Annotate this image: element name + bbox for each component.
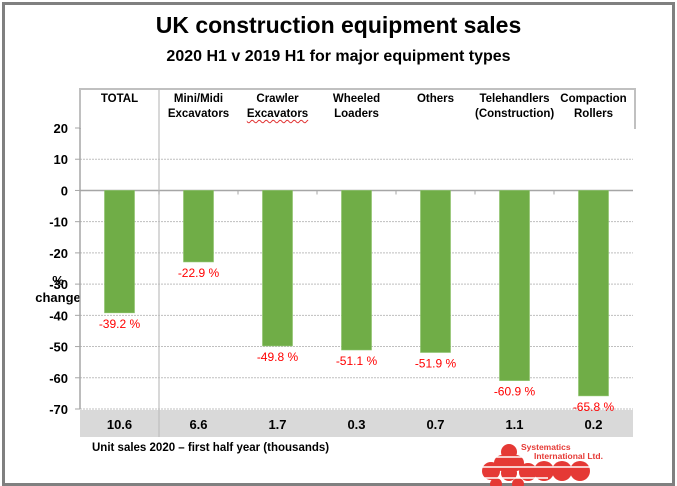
category-header: TOTAL bbox=[80, 92, 159, 107]
bar-6 bbox=[578, 190, 609, 397]
category-line1: Mini/Midi bbox=[173, 93, 224, 105]
bar-0 bbox=[104, 190, 135, 314]
category-header: Wheeled Loaders bbox=[317, 92, 396, 122]
y-tick-label: -50 bbox=[49, 340, 68, 355]
unit-sales-value: 1.7 bbox=[268, 417, 286, 432]
category-header: Crawler Excavators bbox=[238, 92, 317, 122]
data-label: -39.2 % bbox=[99, 317, 141, 331]
category-line1: Wheeled bbox=[332, 93, 381, 105]
y-axis-label-line1: % bbox=[52, 273, 64, 288]
y-tick-label: -40 bbox=[49, 308, 68, 323]
category-header: Compaction Rollers bbox=[554, 92, 633, 122]
category-header-box bbox=[79, 88, 636, 129]
y-tick-label: -20 bbox=[49, 246, 68, 261]
y-tick-label: -10 bbox=[49, 215, 68, 230]
category-line1: TOTAL bbox=[100, 93, 139, 105]
y-tick-label: 0 bbox=[61, 183, 68, 198]
y-tick-label: -70 bbox=[49, 402, 68, 417]
unit-sales-value: 0.7 bbox=[426, 417, 444, 432]
bar-5 bbox=[499, 190, 530, 381]
y-tick-label: -60 bbox=[49, 371, 68, 386]
logo-line1: Systematics bbox=[521, 442, 571, 452]
bar-2 bbox=[262, 190, 293, 347]
data-label: -49.8 % bbox=[257, 350, 299, 364]
y-tick-label: 10 bbox=[54, 152, 68, 167]
footer-note: Unit sales 2020 – first half year (thous… bbox=[92, 442, 330, 454]
bar-4 bbox=[420, 190, 451, 353]
category-header: Others bbox=[396, 92, 475, 107]
category-line1: Compaction bbox=[560, 93, 627, 105]
bar-3 bbox=[341, 190, 372, 351]
category-line1: Crawler bbox=[256, 93, 299, 105]
unit-sales-value: 0.3 bbox=[347, 417, 365, 432]
data-label: -22.9 % bbox=[178, 266, 220, 280]
unit-sales-value: 6.6 bbox=[189, 417, 207, 432]
chart-subtitle: 2020 H1 v 2019 H1 for major equipment ty… bbox=[166, 48, 511, 65]
unit-sales-value: 1.1 bbox=[505, 417, 523, 432]
y-tick-label: -30 bbox=[49, 277, 68, 292]
bar-1 bbox=[183, 190, 214, 263]
chart-title: UK construction equipment sales bbox=[155, 12, 522, 38]
logo-line2: International Ltd. bbox=[534, 451, 603, 461]
category-line2: (Construction) bbox=[475, 108, 555, 120]
category-line2: Excavators bbox=[246, 108, 309, 120]
y-axis-label: % change bbox=[28, 272, 88, 306]
data-label: -51.1 % bbox=[336, 354, 378, 368]
category-header: Telehandlers (Construction) bbox=[475, 92, 554, 122]
category-line1: Others bbox=[416, 93, 455, 105]
category-header: Mini/Midi Excavators bbox=[159, 92, 238, 122]
unit-sales-value: 0.2 bbox=[584, 417, 602, 432]
unit-sales-value: 10.6 bbox=[107, 417, 132, 432]
category-line1: Telehandlers bbox=[479, 93, 550, 105]
systematics-logo: Systematics International Ltd. bbox=[478, 442, 603, 486]
data-label: -51.9 % bbox=[415, 356, 457, 370]
category-line2: Loaders bbox=[334, 108, 379, 120]
data-label: -65.8 % bbox=[573, 400, 615, 414]
y-tick-label: 20 bbox=[54, 121, 68, 136]
unit-sales-band bbox=[80, 410, 633, 437]
data-label: -60.9 % bbox=[494, 385, 536, 399]
category-line2: Rollers bbox=[574, 108, 613, 120]
category-line2: Excavators bbox=[167, 108, 230, 120]
y-axis-label-line2: change bbox=[35, 290, 81, 305]
